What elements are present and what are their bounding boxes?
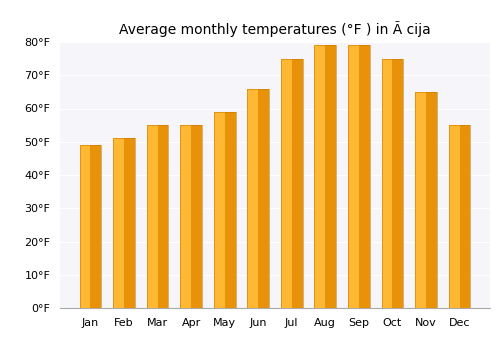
Bar bbox=[448, 125, 470, 308]
Bar bbox=[248, 89, 258, 308]
Bar bbox=[214, 112, 224, 308]
Bar bbox=[448, 125, 460, 308]
Bar bbox=[314, 45, 336, 308]
Bar bbox=[180, 125, 202, 308]
Bar bbox=[158, 125, 168, 308]
Bar bbox=[146, 125, 158, 308]
Bar bbox=[392, 58, 404, 308]
Bar bbox=[146, 125, 169, 308]
Bar bbox=[292, 58, 302, 308]
Bar bbox=[113, 138, 135, 308]
Bar bbox=[224, 112, 235, 308]
Bar bbox=[180, 125, 191, 308]
Bar bbox=[113, 138, 124, 308]
Bar bbox=[248, 89, 269, 308]
Bar bbox=[382, 58, 404, 308]
Bar bbox=[314, 45, 326, 308]
Bar bbox=[80, 145, 90, 308]
Bar bbox=[90, 145, 102, 308]
Bar bbox=[326, 45, 336, 308]
Bar bbox=[80, 145, 102, 308]
Bar bbox=[348, 45, 359, 308]
Bar bbox=[382, 58, 392, 308]
Bar bbox=[191, 125, 202, 308]
Bar bbox=[460, 125, 470, 308]
Bar bbox=[281, 58, 292, 308]
Bar bbox=[359, 45, 370, 308]
Bar bbox=[281, 58, 302, 308]
Bar bbox=[348, 45, 370, 308]
Bar bbox=[415, 92, 426, 308]
Bar bbox=[415, 92, 437, 308]
Title: Average monthly temperatures (°F ) in Ã cija: Average monthly temperatures (°F ) in Ã … bbox=[119, 21, 431, 37]
Bar bbox=[124, 138, 135, 308]
Bar bbox=[426, 92, 437, 308]
Bar bbox=[214, 112, 236, 308]
Bar bbox=[258, 89, 269, 308]
